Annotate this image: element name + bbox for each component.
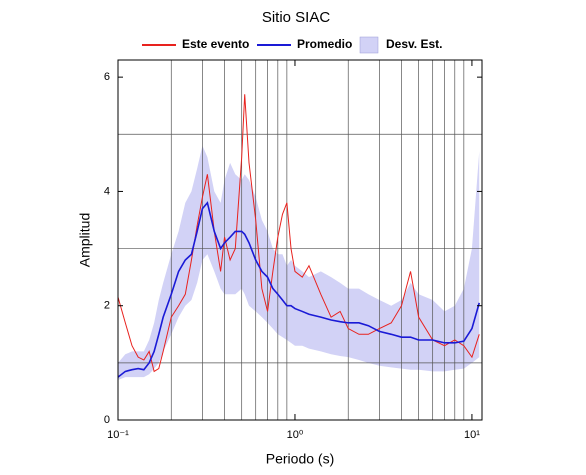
series-line xyxy=(118,94,480,373)
legend-label: Este evento xyxy=(182,37,249,51)
series-line xyxy=(118,201,481,378)
legend-label: Promedio xyxy=(297,37,352,51)
x-axis-label: Periodo (s) xyxy=(266,451,334,467)
y-axis-label: Amplitud xyxy=(77,213,93,267)
plot-frame xyxy=(117,59,483,421)
y-tick-label: 4 xyxy=(104,185,110,197)
legend-swatch xyxy=(359,36,379,54)
y-tick-label: 6 xyxy=(104,71,110,83)
x-tick-label: 10⁰ xyxy=(287,429,304,441)
y-tick-label: 2 xyxy=(104,300,110,312)
x-tick-label: 10⁻¹ xyxy=(107,429,129,441)
chart-title: Sitio SIAC xyxy=(262,9,331,26)
std-band xyxy=(118,145,480,380)
y-tick-label: 0 xyxy=(104,414,110,426)
plot-area xyxy=(118,60,482,420)
legend-label: Desv. Est. xyxy=(386,37,442,51)
x-tick-label: 10¹ xyxy=(464,429,480,441)
